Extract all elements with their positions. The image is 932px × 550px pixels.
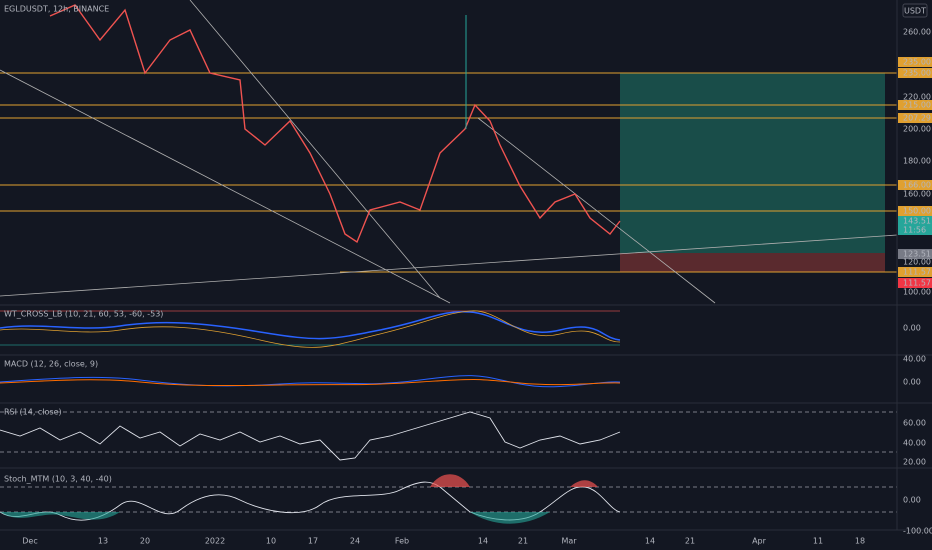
levels <box>0 72 897 273</box>
time-label: 24 <box>350 537 360 546</box>
price-label: 111.57 <box>903 279 931 288</box>
pane-title: MACD (12, 26, close, 9) <box>4 360 98 369</box>
time-label: Apr <box>752 537 767 546</box>
price-label: 260.00 <box>903 28 931 37</box>
price-label: 100.00 <box>903 288 931 297</box>
macd-pane <box>0 375 621 388</box>
price-label: 11:56 <box>903 226 926 235</box>
price-label: 200.00 <box>903 125 931 134</box>
price-tag <box>898 100 932 110</box>
time-label: 13 <box>98 537 108 546</box>
wt-pane <box>0 310 621 348</box>
price-tag <box>898 113 932 123</box>
time-label: Dec <box>22 537 37 546</box>
pane-scale-label: 0.00 <box>903 324 921 333</box>
time-label: Mar <box>561 537 577 546</box>
time-label: 11 <box>813 537 823 546</box>
time-label: 21 <box>518 537 528 546</box>
price-label: 166.00 <box>903 181 931 190</box>
price-tag <box>898 57 932 67</box>
time-label: 2022 <box>205 537 225 546</box>
price-tag <box>898 278 932 288</box>
time-label: 18 <box>855 537 865 546</box>
pane-scale-label: 40.00 <box>903 355 926 364</box>
price-label: 207.29 <box>903 114 931 123</box>
price-label: 120.00 <box>903 258 931 267</box>
pane-scale-label: 60.00 <box>903 419 926 428</box>
price-label: 215.00 <box>903 101 931 110</box>
price-label: 235.00 <box>903 69 931 78</box>
time-label: 17 <box>308 537 318 546</box>
symbol: EGLDUSDT, 12h, BINANCE <box>4 5 109 14</box>
time-label: Feb <box>395 537 409 546</box>
price-tag <box>898 249 932 259</box>
price-label: 180.00 <box>903 157 931 166</box>
price-tag <box>898 180 932 190</box>
price-label: 160.00 <box>903 190 931 199</box>
pane-scale-label: 40.00 <box>903 439 926 448</box>
price-label: 220.00 <box>903 93 931 102</box>
price-label: 235.00 <box>903 58 931 67</box>
time-label: 20 <box>140 537 150 546</box>
profit-zone <box>620 73 885 253</box>
pane-scale-label: 0.00 <box>903 496 921 505</box>
currency: USDT <box>904 7 926 16</box>
pane-scale-label: 20.00 <box>903 458 926 467</box>
time-label: 14 <box>645 537 655 546</box>
price-tag <box>898 206 932 216</box>
price-path <box>49 4 621 244</box>
price-tag <box>898 216 932 226</box>
time-label: 10 <box>266 537 276 546</box>
pane-scale-label: -100.00 <box>903 527 932 536</box>
time-label: 14 <box>478 537 488 546</box>
price-tag <box>898 267 932 277</box>
trend-lines <box>0 0 898 304</box>
price-tag <box>898 68 932 78</box>
pane-title: Stoch_MTM (10, 3, 40, -40) <box>4 475 112 484</box>
time-label: 21 <box>685 537 695 546</box>
currency-box <box>902 3 928 18</box>
price-label: 150.00 <box>903 207 931 216</box>
price-label: 143.51 <box>903 217 931 226</box>
price-label: 111.57 <box>903 268 931 277</box>
pane-title: WT_CROSS_LB (10, 21, 60, 53, -60, -53) <box>4 310 163 319</box>
rsi-pane <box>0 411 897 461</box>
pane-title: RSI (14, close) <box>4 408 62 417</box>
price-label: 123.51 <box>903 250 931 259</box>
stoch-pane <box>0 474 897 524</box>
loss-zone <box>620 253 885 272</box>
pane-scale-label: 0.00 <box>903 378 921 387</box>
price-tag <box>898 225 932 235</box>
